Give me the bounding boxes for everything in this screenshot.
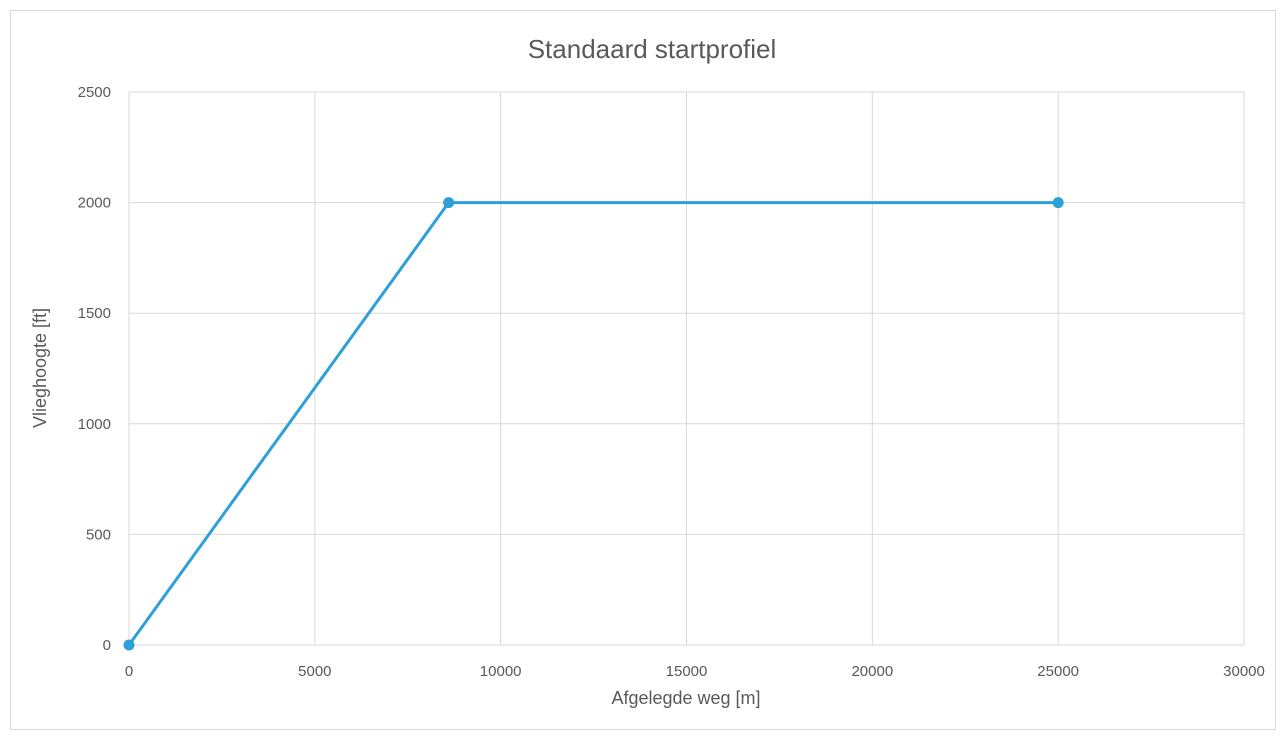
chart-frame: [10, 10, 1276, 730]
y-tick-label: 500: [86, 526, 111, 543]
x-tick-label: 30000: [1223, 663, 1265, 680]
y-tick-label: 1500: [78, 305, 111, 322]
data-point: [1052, 197, 1064, 209]
data-point: [123, 639, 135, 651]
x-tick-label: 5000: [298, 663, 331, 680]
grid-layer: [128, 91, 1245, 646]
x-axis-title: Afgelegde weg [m]: [611, 688, 760, 708]
y-axis-title: Vlieghoogte [ft]: [30, 308, 50, 428]
chart-title: Standaard startprofiel: [528, 34, 777, 64]
y-tick-label: 0: [103, 637, 111, 654]
x-tick-label: 10000: [480, 663, 522, 680]
tick-layer: 0 5000 10000 15000 20000 25000 30000 0 500 1000 15…: [78, 84, 1265, 680]
data-point: [443, 197, 455, 209]
y-tick-label: 2500: [78, 84, 111, 101]
x-tick-label: 25000: [1037, 663, 1079, 680]
y-tick-label: 1000: [78, 416, 111, 433]
y-tick-label: 2000: [78, 195, 111, 212]
x-tick-label: 20000: [851, 663, 893, 680]
x-tick-label: 15000: [666, 663, 708, 680]
series-layer: [123, 197, 1064, 651]
x-tick-label: 0: [125, 663, 133, 680]
